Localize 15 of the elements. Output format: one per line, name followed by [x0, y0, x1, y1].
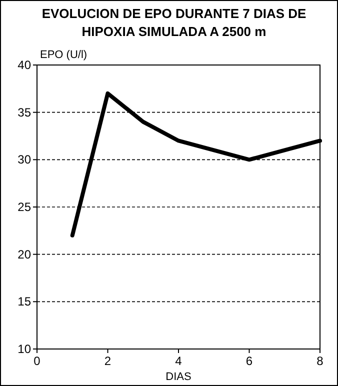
y-tick-label: 15 — [18, 294, 32, 309]
x-tick-label: 6 — [246, 354, 253, 368]
x-tick-label: 8 — [316, 354, 324, 368]
y-tick-label: 25 — [18, 200, 32, 214]
x-tick-label: 4 — [175, 354, 182, 368]
y-tick-label: 35 — [18, 105, 32, 120]
y-tick-label: 30 — [18, 152, 32, 167]
chart-title: EVOLUCION DE EPO DURANTE 7 DIAS DE HIPOXIA SIMULADA A 2500 m — [42, 6, 307, 39]
y-tick-label: 20 — [18, 247, 32, 262]
x-tick-label: 0 — [34, 354, 41, 368]
x-axis-title: DIAS — [166, 371, 192, 383]
y-tick-label: 10 — [18, 342, 32, 356]
y-tick-label: 40 — [18, 58, 32, 72]
x-tick-label: 2 — [104, 354, 112, 368]
y-axis-title: EPO (U/l) — [40, 49, 88, 61]
